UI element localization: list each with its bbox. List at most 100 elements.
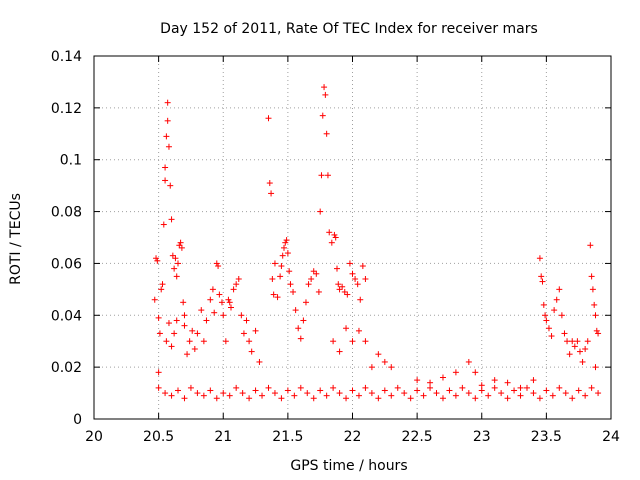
data-point [575, 387, 582, 394]
data-point [517, 384, 524, 391]
data-point [414, 387, 421, 394]
data-point [292, 307, 299, 314]
data-point [523, 384, 530, 391]
data-point [539, 278, 546, 285]
data-point [230, 286, 237, 293]
data-point [203, 317, 210, 324]
data-point [566, 351, 573, 358]
data-point [322, 91, 329, 98]
data-point [277, 273, 284, 280]
data-point [491, 384, 498, 391]
data-point [341, 288, 348, 295]
data-point [381, 387, 388, 394]
data-point [357, 296, 364, 303]
data-point [504, 395, 511, 402]
data-point [346, 260, 353, 267]
data-point [375, 395, 382, 402]
data-point [160, 221, 167, 228]
data-point [279, 252, 286, 259]
data-point [220, 390, 227, 397]
data-point [595, 330, 602, 337]
data-point [271, 260, 278, 267]
x-tick-label: 24 [602, 429, 620, 445]
y-tick-label: 0.1 [60, 153, 82, 169]
data-point [173, 273, 180, 280]
data-point [226, 392, 233, 399]
data-point [465, 390, 472, 397]
data-point [243, 317, 250, 324]
data-point [290, 288, 297, 295]
data-point [330, 338, 337, 345]
data-point [362, 384, 369, 391]
data-point [472, 369, 479, 376]
data-point [368, 364, 375, 371]
data-point [593, 327, 600, 334]
data-point [220, 312, 227, 319]
data-point [323, 130, 330, 137]
data-point [284, 250, 291, 257]
data-point [209, 286, 216, 293]
data-point [184, 351, 191, 358]
x-tick-label: 22 [344, 429, 362, 445]
data-point [317, 208, 324, 215]
data-point [579, 358, 586, 365]
data-point [283, 237, 290, 244]
data-point [165, 143, 172, 150]
data-point [336, 286, 343, 293]
data-point [286, 268, 293, 275]
data-point [155, 314, 162, 321]
data-point [259, 392, 266, 399]
data-point [246, 338, 253, 345]
data-point [556, 286, 563, 293]
data-point [168, 392, 175, 399]
data-point [315, 288, 322, 295]
data-point [587, 242, 594, 249]
data-point [478, 387, 485, 394]
data-point [159, 281, 166, 288]
data-point [155, 369, 162, 376]
data-point [238, 312, 245, 319]
data-point [171, 265, 178, 272]
data-point [551, 307, 558, 314]
data-point [178, 244, 185, 251]
data-point [592, 312, 599, 319]
data-point [339, 283, 346, 290]
x-tick-label: 23 [473, 429, 491, 445]
data-point [352, 275, 359, 282]
data-point [545, 325, 552, 332]
y-tick-label: 0.12 [51, 101, 82, 117]
data-point [556, 384, 563, 391]
data-point [191, 345, 198, 352]
data-point [297, 335, 304, 342]
data-point [331, 231, 338, 238]
data-point [459, 384, 466, 391]
data-point [576, 348, 583, 355]
data-point [278, 263, 285, 270]
data-point [151, 296, 158, 303]
data-point [271, 390, 278, 397]
data-point [549, 392, 556, 399]
data-point [582, 345, 589, 352]
data-point [323, 392, 330, 399]
data-point [252, 387, 259, 394]
data-point [304, 390, 311, 397]
data-point [252, 327, 259, 334]
x-tick-label: 20.5 [143, 429, 174, 445]
data-point [333, 265, 340, 272]
data-point [175, 260, 182, 267]
data-point [158, 286, 165, 293]
data-point [354, 281, 361, 288]
data-point [427, 379, 434, 386]
data-point [332, 234, 339, 241]
data-point [256, 358, 263, 365]
data-point [280, 244, 287, 251]
data-point [165, 320, 172, 327]
data-point [543, 387, 550, 394]
data-point [169, 252, 176, 259]
data-point [282, 239, 289, 246]
data-point [536, 395, 543, 402]
data-point [439, 395, 446, 402]
data-point [582, 392, 589, 399]
data-point [414, 377, 421, 384]
